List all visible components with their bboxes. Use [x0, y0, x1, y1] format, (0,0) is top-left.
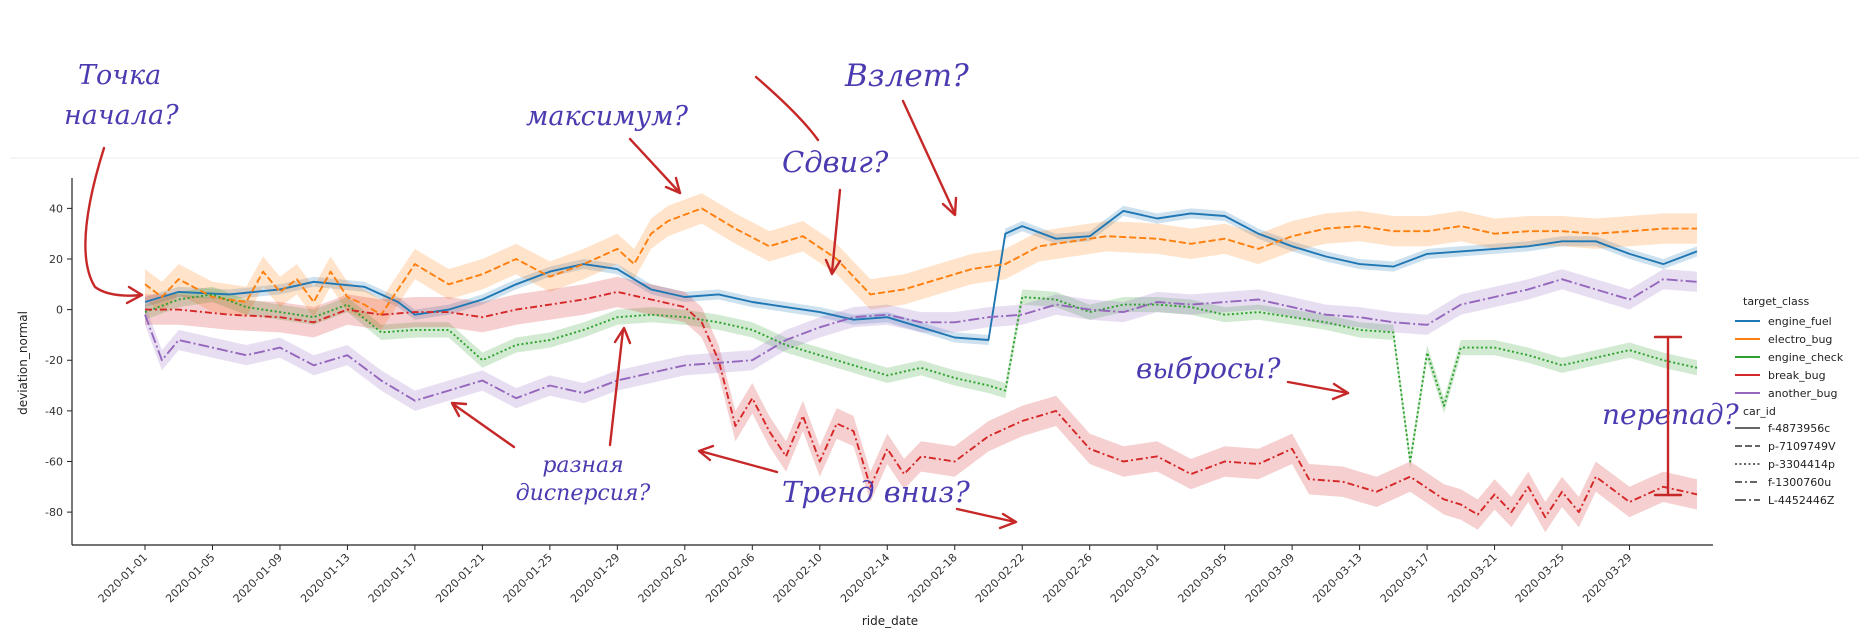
x-tick-label: 2020-01-01	[96, 551, 150, 605]
y-tick-label: 20	[49, 253, 63, 266]
x-tick-label: 2020-01-25	[501, 551, 555, 605]
confidence-bands	[145, 193, 1697, 533]
x-tick-label: 2020-01-29	[568, 551, 622, 605]
arrow-takeoff	[901, 99, 957, 216]
x-tick-label: 2020-03-13	[1310, 551, 1364, 605]
x-tick-label: 2020-01-13	[298, 551, 352, 605]
x-tick-label: 2020-01-09	[231, 551, 285, 605]
x-tick-label: 2020-02-10	[771, 551, 825, 605]
arrowhead-takeoff	[941, 196, 958, 217]
arrow-outliers	[1286, 380, 1350, 395]
legend-style-label: f-1300760u	[1768, 476, 1831, 489]
arrowhead-trend-left	[697, 444, 715, 462]
arrow-variance-up	[608, 328, 625, 447]
x-tick-label: 2020-03-01	[1108, 551, 1162, 605]
annotation-variance-line2: дисперсия?	[516, 481, 651, 506]
legend-hue-title: target_class	[1743, 295, 1810, 308]
arrowhead-outliers	[1331, 382, 1350, 401]
x-tick-label: 2020-03-29	[1580, 551, 1634, 605]
arrow-shift	[830, 188, 842, 274]
legend: target_class car_id engine_fuel electro_b…	[1735, 295, 1844, 507]
arrowhead-variance-up	[613, 326, 632, 345]
annotation-drop: перепад?	[1602, 398, 1740, 431]
annotation-start-line1: Точка	[78, 60, 161, 91]
legend-label: engine_fuel	[1768, 315, 1832, 328]
y-tick-label: 40	[49, 202, 63, 215]
y-axis-title: deviation_normal	[16, 311, 30, 415]
y-tick-label: -60	[45, 455, 63, 468]
x-tick-label: 2020-02-26	[1040, 551, 1094, 605]
legend-style-label: p-7109749V	[1768, 440, 1836, 453]
x-tick-label: 2020-01-17	[366, 551, 420, 605]
x-tick-label: 2020-01-21	[433, 551, 487, 605]
x-ticks: 2020-01-01 2020-01-05 2020-01-09 2020-01-13…	[96, 545, 1635, 605]
arrowhead-trend-right	[998, 512, 1018, 530]
legend-style-label: p-3304414p	[1768, 458, 1835, 471]
x-tick-label: 2020-03-09	[1243, 551, 1297, 605]
x-tick-label: 2020-03-17	[1378, 551, 1432, 605]
y-ticks: 40 20 0 -20 -40 -60 -80	[45, 202, 72, 519]
series-line-engine-check	[144, 293, 1698, 463]
annotation-variance-line1: разная	[542, 453, 623, 478]
handwritten-annotations: Точка начала? максимум? Сдвиг? Взлет? вы…	[64, 58, 1740, 509]
legend-style-title: car_id	[1743, 405, 1776, 418]
annotation-takeoff: Взлет?	[844, 58, 969, 94]
annotation-maximum: максимум?	[526, 101, 689, 132]
annotation-shift: Сдвиг?	[782, 145, 889, 179]
series-lines	[144, 207, 1698, 519]
arrow-trend-right	[955, 507, 1017, 524]
arrowhead-shift	[824, 258, 842, 276]
annotation-arrows	[84, 75, 1683, 530]
x-tick-label: 2020-02-06	[703, 551, 757, 605]
band-another-bug	[145, 269, 1697, 411]
band-electro-bug	[145, 193, 1697, 330]
annotation-trend-down: Тренд вниз?	[782, 475, 970, 509]
legend-style-label: L-4452446Z	[1768, 494, 1835, 507]
x-tick-label: 2020-03-25	[1513, 551, 1567, 605]
legend-label: engine_check	[1768, 351, 1844, 364]
annotation-outliers: выбросы?	[1136, 352, 1281, 385]
arrowhead-start-point	[125, 285, 144, 305]
x-axis-title: ride_date	[862, 614, 918, 628]
x-tick-label: 2020-03-05	[1175, 551, 1229, 605]
x-tick-label: 2020-02-02	[636, 551, 690, 605]
x-tick-label: 2020-03-21	[1445, 551, 1499, 605]
arrow-start-point	[84, 146, 144, 297]
arrow-maximum	[628, 137, 682, 195]
arrowhead-maximum	[664, 176, 682, 195]
arrowhead-variance-left	[450, 401, 468, 418]
legend-hue-entries: engine_fuel electro_bug engine_check break_…	[1735, 315, 1844, 400]
x-tick-label: 2020-02-14	[838, 551, 892, 605]
legend-label: break_bug	[1768, 369, 1826, 382]
x-tick-label: 2020-01-05	[163, 551, 217, 605]
arrow-shift-tail	[754, 75, 820, 142]
x-tick-label: 2020-02-18	[905, 551, 959, 605]
series-line-another-bug	[144, 278, 1698, 402]
y-tick-label: -40	[45, 405, 63, 418]
x-tick-label: 2020-02-22	[973, 551, 1027, 605]
annotation-start-line2: начала?	[64, 100, 179, 131]
band-break-bug	[145, 276, 1697, 533]
legend-style-label: f-4873956c	[1768, 422, 1830, 435]
y-tick-label: -20	[45, 354, 63, 367]
legend-label: another_bug	[1768, 387, 1837, 400]
y-tick-label: -80	[45, 506, 63, 519]
y-tick-label: 0	[56, 304, 63, 317]
series-line-electro-bug	[144, 207, 1697, 316]
arrow-variance-left	[451, 402, 516, 449]
legend-label: electro_bug	[1768, 333, 1832, 346]
arrow-trend-left	[698, 449, 779, 474]
legend-style-entries: f-4873956c p-7109749V p-3304414p f-1300760u…	[1735, 422, 1836, 507]
